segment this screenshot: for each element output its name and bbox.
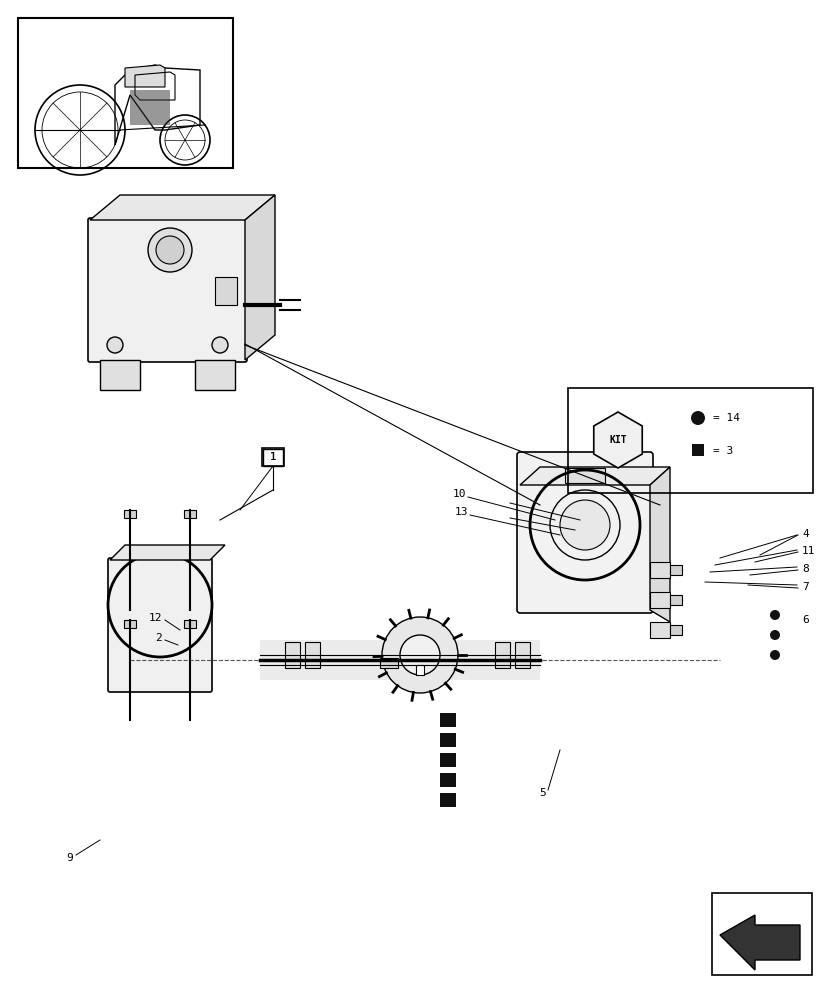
Bar <box>514 642 529 668</box>
Circle shape <box>381 617 457 693</box>
Bar <box>649 622 669 638</box>
Text: KIT: KIT <box>609 435 626 445</box>
Circle shape <box>559 500 609 550</box>
Polygon shape <box>125 65 165 87</box>
Bar <box>260 640 539 680</box>
Circle shape <box>769 630 779 640</box>
Text: 1: 1 <box>270 452 275 462</box>
Text: 6: 6 <box>801 615 808 625</box>
Circle shape <box>691 411 704 425</box>
Text: 4: 4 <box>801 529 808 539</box>
Bar <box>124 620 136 628</box>
Bar <box>439 753 456 767</box>
Bar <box>130 90 170 125</box>
Bar <box>564 468 605 483</box>
Polygon shape <box>719 915 799 970</box>
Text: = 14: = 14 <box>712 413 739 423</box>
Polygon shape <box>195 360 235 390</box>
Bar <box>669 625 681 635</box>
Bar <box>711 893 811 975</box>
Bar <box>415 665 423 675</box>
Circle shape <box>769 650 779 660</box>
Text: 10: 10 <box>452 489 466 499</box>
Bar <box>215 277 237 305</box>
Circle shape <box>212 337 227 353</box>
Bar <box>649 592 669 608</box>
Polygon shape <box>110 545 225 560</box>
Text: 12: 12 <box>148 613 162 623</box>
Circle shape <box>399 635 439 675</box>
Polygon shape <box>245 195 275 360</box>
Text: 11: 11 <box>801 546 815 556</box>
Bar <box>669 565 681 575</box>
Polygon shape <box>90 195 275 220</box>
Text: 7: 7 <box>801 582 808 592</box>
Text: 9: 9 <box>66 853 73 863</box>
Bar <box>691 444 703 456</box>
Bar <box>18 18 232 168</box>
Polygon shape <box>519 467 669 485</box>
Bar <box>669 595 681 605</box>
Bar <box>567 388 812 493</box>
Bar <box>439 713 456 727</box>
Polygon shape <box>649 467 669 622</box>
Circle shape <box>155 236 184 264</box>
Bar <box>649 562 669 578</box>
Bar <box>263 449 283 466</box>
Text: 8: 8 <box>801 564 808 574</box>
Bar <box>439 733 456 747</box>
Bar <box>284 642 299 668</box>
Bar <box>124 510 136 518</box>
Circle shape <box>769 610 779 620</box>
Circle shape <box>107 337 123 353</box>
FancyBboxPatch shape <box>516 452 653 613</box>
Text: 1: 1 <box>270 452 276 462</box>
Bar <box>304 642 319 668</box>
Bar <box>380 658 398 668</box>
Bar <box>495 642 509 668</box>
Bar <box>184 510 196 518</box>
Bar <box>261 448 284 466</box>
Bar <box>439 793 456 807</box>
Circle shape <box>148 228 192 272</box>
Bar <box>184 620 196 628</box>
FancyBboxPatch shape <box>108 558 212 692</box>
Text: 13: 13 <box>454 507 467 517</box>
Bar <box>439 773 456 787</box>
Text: = 3: = 3 <box>712 446 733 456</box>
Text: 2: 2 <box>155 633 162 643</box>
Text: 5: 5 <box>538 788 545 798</box>
Polygon shape <box>100 360 140 390</box>
FancyBboxPatch shape <box>88 218 246 362</box>
